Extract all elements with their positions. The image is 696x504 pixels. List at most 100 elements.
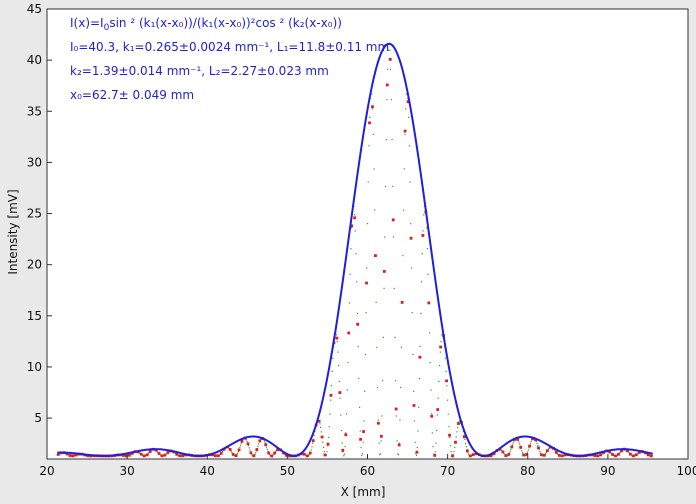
green-point xyxy=(344,445,346,448)
green-point xyxy=(349,273,351,275)
green-point xyxy=(374,209,376,211)
green-point xyxy=(264,442,266,444)
green-point xyxy=(405,93,408,95)
green-point xyxy=(162,455,165,457)
green-point xyxy=(409,181,411,183)
red-point xyxy=(418,355,422,359)
red-point xyxy=(175,452,179,456)
green-point xyxy=(430,389,432,391)
green-point xyxy=(464,442,467,444)
red-point xyxy=(255,448,259,451)
green-point xyxy=(444,357,446,359)
green-point xyxy=(453,451,455,453)
green-point xyxy=(339,397,341,399)
green-point xyxy=(392,236,395,238)
red-point xyxy=(252,454,256,458)
green-point xyxy=(348,302,351,304)
green-point xyxy=(408,145,410,147)
green-point xyxy=(343,455,345,457)
green-point xyxy=(373,168,375,170)
red-point xyxy=(412,404,416,407)
red-point xyxy=(510,445,514,449)
green-point xyxy=(528,447,530,449)
green-point xyxy=(524,455,527,457)
green-point xyxy=(312,442,314,444)
red-point xyxy=(385,83,389,87)
red-point xyxy=(427,301,431,305)
green-point xyxy=(400,346,402,348)
green-point xyxy=(415,453,417,455)
green-point xyxy=(322,446,325,448)
red-point xyxy=(462,435,466,439)
red-point xyxy=(216,454,220,458)
green-point xyxy=(384,185,387,187)
green-point xyxy=(422,230,424,232)
green-point xyxy=(436,429,438,431)
x-tick-label: 80 xyxy=(520,464,535,478)
green-point xyxy=(431,432,434,434)
green-point xyxy=(337,351,339,353)
green-point xyxy=(327,436,330,438)
green-point xyxy=(365,311,367,314)
red-point xyxy=(154,448,158,452)
green-point xyxy=(383,287,385,290)
red-point xyxy=(471,453,475,457)
green-point xyxy=(410,223,412,225)
red-point xyxy=(65,452,69,456)
green-point xyxy=(510,448,512,450)
green-point xyxy=(439,365,441,367)
red-point xyxy=(270,454,274,458)
red-point xyxy=(166,451,170,454)
green-point xyxy=(398,442,400,444)
green-point xyxy=(359,430,361,432)
y-axis-label: Intensity [mV] xyxy=(6,189,20,274)
green-point xyxy=(400,386,402,389)
green-point xyxy=(421,253,423,255)
red-point xyxy=(376,421,380,425)
green-point xyxy=(440,341,442,343)
green-point xyxy=(358,406,361,408)
green-point xyxy=(361,454,363,456)
green-point xyxy=(263,440,265,442)
red-point xyxy=(391,218,395,222)
green-point xyxy=(380,440,382,442)
green-point xyxy=(251,454,253,456)
red-point xyxy=(258,439,262,443)
green-point xyxy=(384,236,386,238)
red-point xyxy=(365,281,368,285)
red-point xyxy=(359,437,363,441)
green-point xyxy=(390,99,392,101)
green-point xyxy=(159,454,162,456)
green-point xyxy=(439,351,441,353)
green-point xyxy=(435,442,437,444)
red-point xyxy=(457,422,460,425)
green-point xyxy=(323,451,325,453)
green-point xyxy=(393,287,395,290)
green-point xyxy=(157,451,159,453)
red-point xyxy=(534,438,537,442)
green-point xyxy=(364,390,366,392)
green-point xyxy=(428,332,431,334)
red-point xyxy=(596,454,600,458)
green-point xyxy=(397,454,400,456)
green-point xyxy=(448,426,450,428)
green-point xyxy=(394,336,396,338)
red-point xyxy=(240,439,244,443)
green-point xyxy=(423,214,425,216)
green-point xyxy=(387,49,390,51)
red-point xyxy=(626,449,629,453)
green-point xyxy=(379,453,382,455)
green-point xyxy=(386,99,388,101)
green-point xyxy=(449,436,451,438)
x-tick-label: 40 xyxy=(200,464,215,478)
green-point xyxy=(345,432,347,434)
green-point xyxy=(354,230,356,232)
red-point xyxy=(125,454,128,458)
red-point xyxy=(267,451,271,455)
green-point xyxy=(456,431,458,433)
red-point xyxy=(237,448,241,452)
green-point xyxy=(458,420,460,423)
y-tick-label: 10 xyxy=(27,360,42,374)
green-point xyxy=(239,446,241,449)
green-point xyxy=(340,429,343,431)
